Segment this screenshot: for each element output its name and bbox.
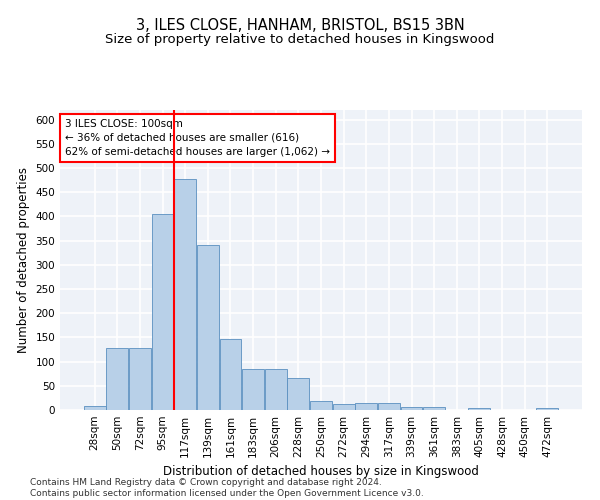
Text: 3 ILES CLOSE: 100sqm
← 36% of detached houses are smaller (616)
62% of semi-deta: 3 ILES CLOSE: 100sqm ← 36% of detached h… [65, 119, 330, 157]
Y-axis label: Number of detached properties: Number of detached properties [17, 167, 30, 353]
Bar [287, 378, 310, 410]
Text: 3, ILES CLOSE, HANHAM, BRISTOL, BS15 3BN: 3, ILES CLOSE, HANHAM, BRISTOL, BS15 3BN [136, 18, 464, 32]
Bar [355, 402, 377, 410]
Bar [423, 406, 445, 410]
Bar [84, 406, 106, 410]
Bar [106, 348, 128, 410]
Bar [242, 369, 264, 410]
Bar [197, 245, 219, 410]
Bar [310, 401, 332, 410]
Bar [378, 402, 400, 410]
Bar [220, 340, 241, 410]
Bar [536, 408, 558, 410]
Bar [152, 214, 173, 410]
Bar [129, 348, 151, 410]
Text: Contains HM Land Registry data © Crown copyright and database right 2024.
Contai: Contains HM Land Registry data © Crown c… [30, 478, 424, 498]
Bar [469, 408, 490, 410]
Bar [332, 404, 355, 410]
Bar [265, 369, 287, 410]
Text: Size of property relative to detached houses in Kingswood: Size of property relative to detached ho… [106, 32, 494, 46]
Bar [401, 406, 422, 410]
Bar [174, 179, 196, 410]
X-axis label: Distribution of detached houses by size in Kingswood: Distribution of detached houses by size … [163, 466, 479, 478]
